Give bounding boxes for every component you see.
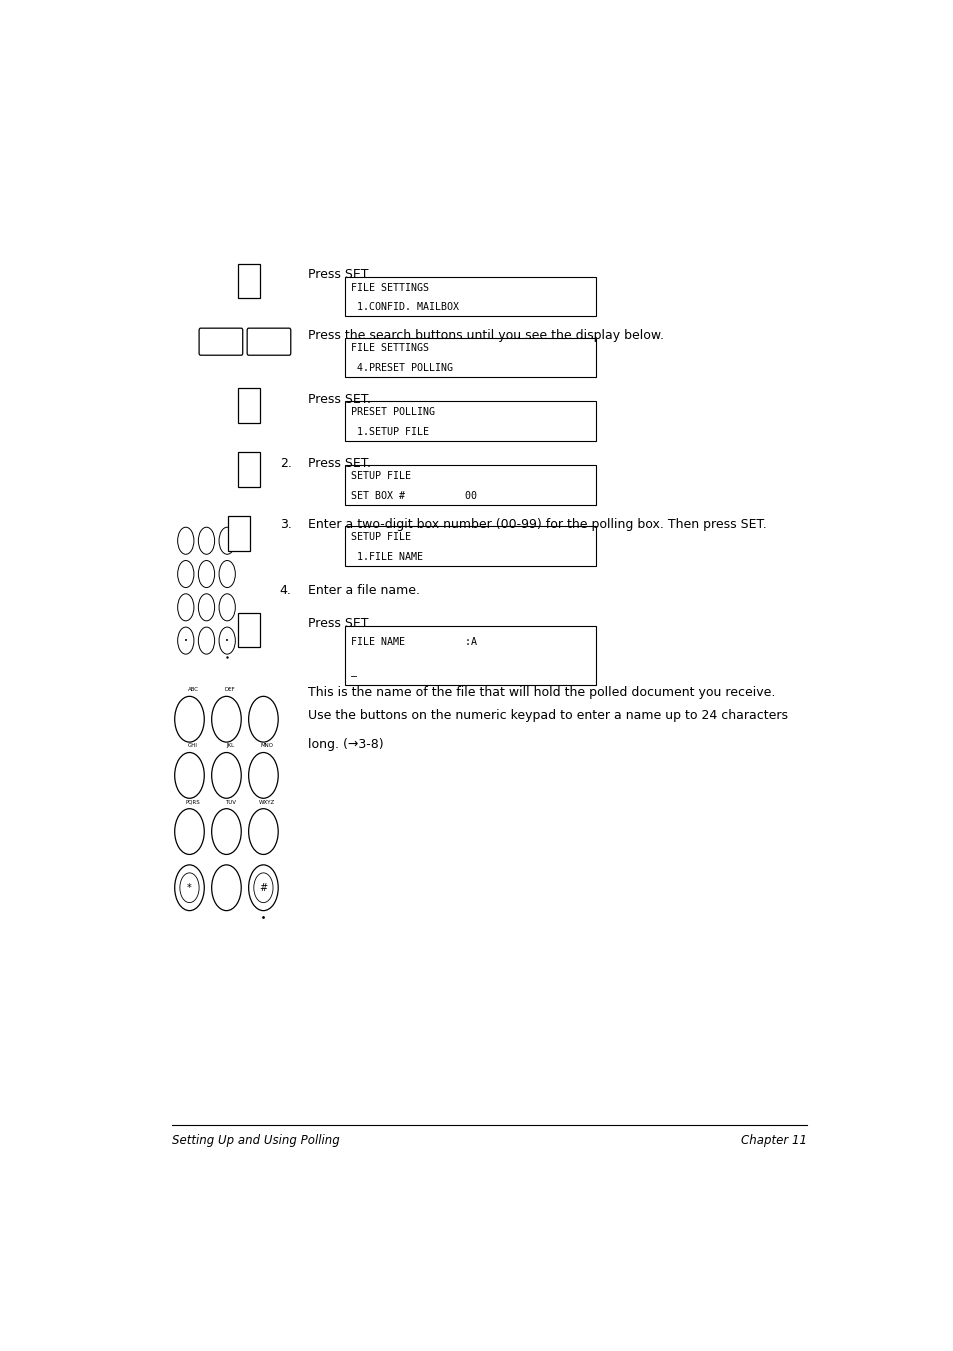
Ellipse shape [198, 594, 214, 621]
Text: Chapter 11: Chapter 11 [740, 1133, 806, 1147]
Ellipse shape [174, 696, 204, 742]
Ellipse shape [174, 865, 204, 911]
Ellipse shape [212, 865, 241, 911]
Ellipse shape [219, 527, 235, 554]
Text: Press SET.: Press SET. [308, 617, 371, 631]
Bar [344, 338, 596, 377]
Ellipse shape [212, 696, 241, 742]
Ellipse shape [177, 627, 193, 654]
Text: This is the name of the file that will hold the polled document you receive.: This is the name of the file that will h… [308, 686, 775, 698]
Bar [344, 526, 596, 566]
Ellipse shape [212, 753, 241, 798]
Text: _: _ [351, 666, 356, 677]
Text: Press SET.: Press SET. [308, 457, 371, 470]
Text: 1.FILE NAME: 1.FILE NAME [351, 551, 422, 562]
Text: FILE SETTINGS: FILE SETTINGS [351, 343, 428, 354]
Bar [237, 263, 259, 299]
Text: PRESET POLLING: PRESET POLLING [351, 407, 435, 417]
Ellipse shape [249, 809, 278, 854]
Text: •: • [184, 638, 188, 643]
Text: MNO: MNO [260, 743, 274, 748]
Text: long. (→3-8): long. (→3-8) [308, 738, 383, 751]
Text: Setting Up and Using Polling: Setting Up and Using Polling [172, 1133, 340, 1147]
Text: 1.CONFID. MAILBOX: 1.CONFID. MAILBOX [351, 303, 458, 312]
Bar [344, 626, 596, 685]
Ellipse shape [219, 627, 235, 654]
Text: 1.SETUP FILE: 1.SETUP FILE [351, 427, 428, 438]
Text: SET BOX #          00: SET BOX # 00 [351, 490, 476, 501]
Text: SETUP FILE: SETUP FILE [351, 471, 410, 481]
Text: GHI: GHI [188, 743, 198, 748]
Text: PQRS: PQRS [186, 800, 200, 805]
Ellipse shape [219, 561, 235, 588]
Text: •: • [225, 638, 229, 643]
Ellipse shape [177, 561, 193, 588]
Ellipse shape [198, 527, 214, 554]
Ellipse shape [174, 753, 204, 798]
FancyBboxPatch shape [247, 328, 291, 355]
Text: FILE SETTINGS: FILE SETTINGS [351, 282, 428, 293]
Ellipse shape [177, 527, 193, 554]
Ellipse shape [212, 809, 241, 854]
Text: Press SET.: Press SET. [308, 393, 371, 407]
Text: WXYZ: WXYZ [258, 800, 275, 805]
Text: ABC: ABC [188, 688, 198, 692]
Ellipse shape [249, 696, 278, 742]
Bar [237, 389, 259, 423]
Ellipse shape [177, 594, 193, 621]
Bar [237, 453, 259, 486]
Text: 3.: 3. [279, 517, 292, 531]
Text: TUV: TUV [224, 800, 235, 805]
FancyBboxPatch shape [199, 328, 242, 355]
Text: 2.: 2. [279, 457, 292, 470]
Bar [344, 401, 596, 440]
Text: FILE NAME          :A: FILE NAME :A [351, 638, 476, 647]
Text: DEF: DEF [225, 688, 235, 692]
Bar [237, 613, 259, 647]
Text: Press the search buttons until you see the display below.: Press the search buttons until you see t… [308, 330, 663, 342]
Bar [344, 277, 596, 316]
Ellipse shape [174, 809, 204, 854]
Ellipse shape [198, 561, 214, 588]
Ellipse shape [249, 865, 278, 911]
Ellipse shape [180, 873, 199, 902]
Text: Use the buttons on the numeric keypad to enter a name up to 24 characters: Use the buttons on the numeric keypad to… [308, 709, 787, 721]
Bar [344, 465, 596, 505]
Ellipse shape [198, 627, 214, 654]
Text: 4.: 4. [279, 584, 292, 597]
Text: Enter a two-digit box number (00-99) for the polling box. Then press SET.: Enter a two-digit box number (00-99) for… [308, 517, 765, 531]
Ellipse shape [249, 753, 278, 798]
Bar [228, 516, 250, 551]
Text: #: # [259, 882, 267, 893]
Text: SETUP FILE: SETUP FILE [351, 532, 410, 542]
Text: Press SET.: Press SET. [308, 269, 371, 281]
Ellipse shape [253, 873, 273, 902]
Text: 4.PRESET POLLING: 4.PRESET POLLING [351, 363, 452, 373]
Text: *: * [187, 882, 192, 893]
Text: JKL: JKL [226, 743, 234, 748]
Ellipse shape [219, 594, 235, 621]
Text: Enter a file name.: Enter a file name. [308, 584, 419, 597]
